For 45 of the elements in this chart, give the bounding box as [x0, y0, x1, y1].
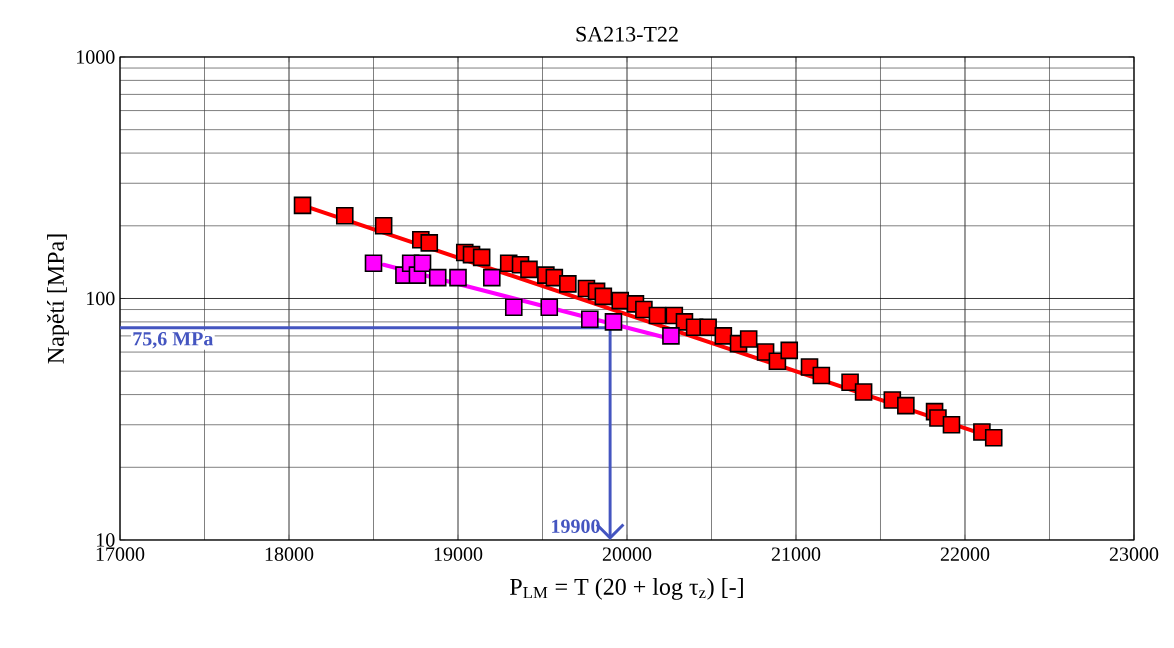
point [854, 383, 873, 401]
point [428, 268, 447, 287]
point [540, 298, 559, 317]
x-tick-label: 20000 [602, 547, 652, 561]
x-tick-label: 19000 [434, 547, 483, 561]
x-tick-label: 18000 [265, 547, 314, 561]
point [841, 373, 859, 392]
point [472, 248, 491, 267]
ref-line-label: 75,6 MPa [133, 332, 214, 349]
point [897, 396, 915, 415]
point [812, 366, 831, 385]
point [662, 327, 680, 345]
x-tick-label: 17000 [96, 547, 145, 561]
point [520, 260, 538, 279]
x-tick-label: 23000 [1109, 547, 1159, 561]
y-tick-label: 1000 [77, 50, 115, 64]
point [293, 196, 312, 215]
point [420, 234, 439, 252]
point [581, 310, 599, 329]
point [559, 275, 577, 293]
point [648, 306, 667, 325]
y-tick-label: 100 [87, 291, 115, 306]
point [413, 254, 432, 272]
point [984, 428, 1003, 447]
point [504, 298, 523, 317]
point [374, 216, 393, 235]
point [483, 268, 501, 287]
point [714, 327, 733, 345]
y-tick-label: 10 [97, 533, 115, 547]
point [739, 330, 758, 348]
y-axis-title: Napětí [MPa] [46, 234, 69, 364]
x-tick-label: 22000 [940, 547, 990, 561]
point [780, 341, 799, 360]
point [335, 206, 354, 225]
point [604, 313, 623, 331]
point [364, 254, 383, 272]
point [449, 268, 467, 287]
point [942, 415, 961, 434]
point [699, 318, 717, 337]
chart-title: SA213-T22 [576, 26, 678, 42]
ref-line-label: 19900 [552, 519, 600, 534]
x-tick-label: 21000 [771, 547, 821, 561]
point [594, 287, 613, 306]
x-axis-title: P$_{LM}$ = T (20 + log τ$_{z}$) [-] [510, 578, 743, 600]
point [611, 291, 630, 310]
